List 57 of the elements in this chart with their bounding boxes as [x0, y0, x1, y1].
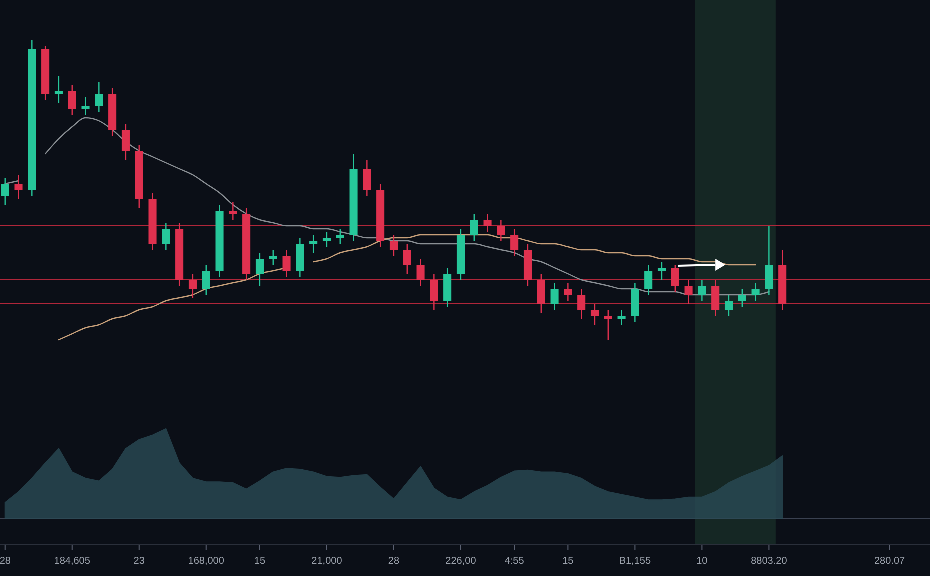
x-tick-label: 280.07 [874, 556, 906, 567]
x-tick-label: 184,605 [54, 556, 91, 567]
candlestick [95, 81, 104, 113]
candlestick [671, 264, 680, 293]
candlestick [658, 261, 666, 281]
candlestick [698, 279, 706, 302]
candlestick [1, 177, 10, 206]
candlestick [712, 279, 720, 317]
candlestick [618, 309, 626, 326]
x-tick-label: 15 [562, 556, 574, 567]
x-tick-label: 28 [0, 556, 12, 567]
candlestick [724, 294, 734, 317]
x-tick-label: 10 [696, 556, 708, 567]
candlestick [322, 231, 331, 248]
candlestick [644, 264, 653, 296]
x-tick-label: 226,00 [446, 556, 477, 567]
x-tick-label: 15 [254, 556, 266, 567]
candlestick [390, 234, 398, 257]
candlestick [336, 228, 344, 245]
candlestick [122, 123, 130, 161]
x-tick-label: 21,000 [312, 556, 343, 567]
candlestick [54, 75, 63, 104]
candlestick [68, 84, 76, 116]
candlestick [510, 228, 519, 257]
candlestick [202, 264, 210, 296]
candlestick [82, 96, 90, 116]
x-tick-label: 23 [134, 556, 146, 567]
candlestick [752, 282, 760, 302]
candlestick [256, 252, 264, 287]
candlestick [229, 201, 238, 221]
candlestick [484, 213, 492, 233]
x-tick-label: 4:55 [504, 556, 525, 567]
candlestick [537, 273, 546, 314]
candlestick [14, 174, 23, 200]
candlestick [590, 303, 600, 326]
candlestick [550, 282, 559, 311]
candlestick [310, 234, 318, 254]
candlestick [470, 213, 478, 242]
candlestick [738, 288, 746, 308]
candlestick [765, 225, 774, 296]
x-tick-label: B1,155 [619, 556, 652, 567]
candlestick [363, 159, 372, 197]
candlestick [578, 288, 586, 320]
candlestick [430, 273, 438, 311]
candlestick [416, 258, 425, 287]
candlestick [684, 279, 693, 305]
candlestick [604, 309, 612, 341]
candlestick [269, 249, 278, 266]
candlestick [282, 249, 291, 278]
candlestick [497, 219, 506, 242]
candlestick [564, 282, 572, 302]
candlestick [403, 243, 412, 275]
candlestick [188, 273, 197, 299]
x-tick-label: 28 [388, 556, 400, 567]
x-tick-label: 168,000 [188, 556, 225, 567]
x-tick-label: 8803.20 [751, 556, 788, 567]
candlestick [162, 222, 170, 251]
